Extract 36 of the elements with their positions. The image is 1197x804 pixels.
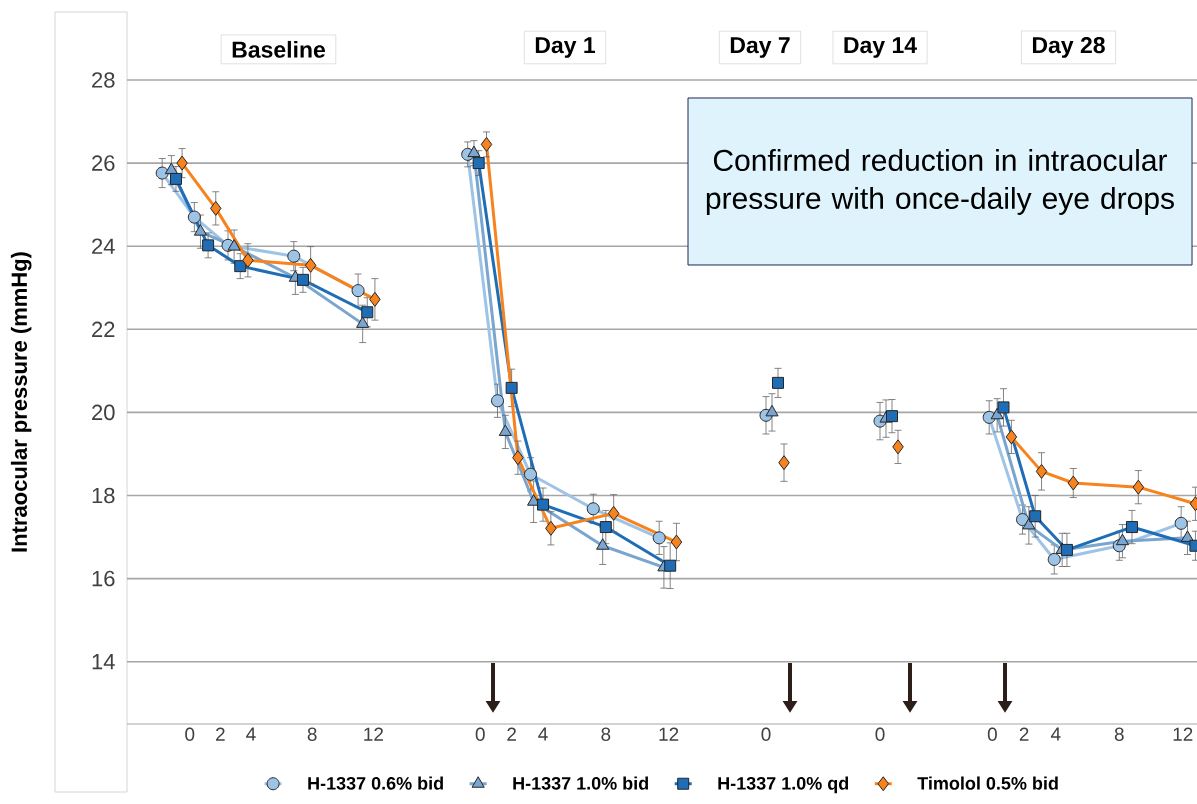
x-tick-label: 0 (875, 727, 885, 741)
y-tick-label: 16 (92, 570, 115, 587)
x-tick-label: 8 (1114, 727, 1124, 741)
x-tick-label: 0 (185, 727, 195, 741)
y-tick-label: 26 (92, 155, 115, 171)
chart-title: Baseline (232, 40, 326, 58)
chart-title: Day 14 (844, 37, 917, 58)
chart-title: Day 28 (1032, 36, 1105, 58)
legend-label: Timolol 0.5% bid (917, 776, 1058, 790)
x-tick-label: 12 (364, 727, 383, 741)
legend-label: H-1337 1.0% bid (513, 776, 648, 790)
chart-title: Day 7 (730, 37, 790, 58)
x-tick-label: 12 (659, 727, 679, 741)
x-tick-label: 0 (761, 727, 771, 741)
x-tick-label: 8 (307, 727, 317, 741)
annotation: Confirmed reduction in intraocular pressure with once-daily eye drops (706, 149, 1174, 215)
x-tick-label: 12 (1173, 727, 1193, 741)
chart-title: Day 1 (535, 37, 596, 58)
x-tick-label: 4 (538, 727, 548, 741)
y-tick-label: 20 (92, 404, 115, 421)
x-tick-label: 2 (507, 727, 516, 741)
x-tick-label: 0 (987, 727, 997, 741)
legend-label: H-1337 0.6% bid (308, 776, 443, 790)
x-tick-label: 2 (1019, 727, 1029, 741)
y-tick-label: 14 (92, 654, 115, 670)
y-tick-label: 18 (92, 487, 115, 504)
legend-label: H-1337 1.0% qd (718, 776, 849, 794)
y-axis-title: Intraocular pressure (mmHg) (10, 252, 32, 552)
x-tick-label: 4 (1050, 727, 1061, 741)
y-tick-label: 22 (92, 321, 115, 337)
x-tick-label: 4 (246, 727, 256, 741)
y-tick-label: 28 (92, 72, 115, 88)
x-tick-label: 2 (216, 727, 225, 741)
x-tick-label: 8 (601, 727, 611, 741)
y-tick-label: 24 (92, 238, 115, 254)
x-tick-label: 0 (475, 727, 485, 741)
